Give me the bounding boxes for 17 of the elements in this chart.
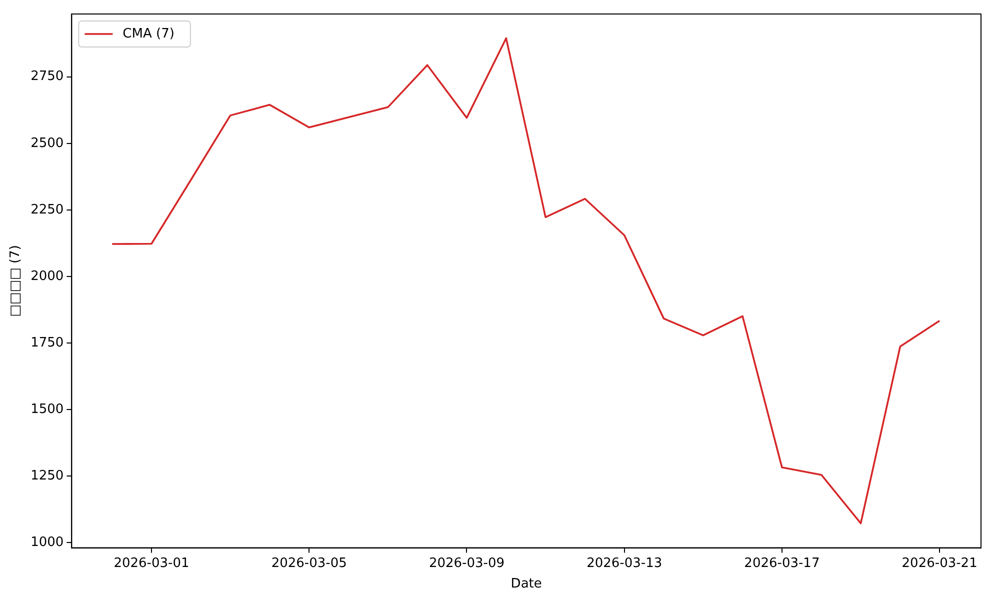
y-tick-label: 2250 xyxy=(30,202,64,218)
y-tick-label: 1750 xyxy=(30,335,64,350)
y-tick-label: 2500 xyxy=(30,136,64,151)
y-tick-label: 2750 xyxy=(30,69,64,84)
x-tick-label: 2026-03-17 xyxy=(744,556,820,571)
x-tick-label: 2026-03-13 xyxy=(586,556,662,571)
y-axis-title: □□□□ (7) xyxy=(8,245,24,317)
y-tick-label: 1500 xyxy=(30,402,64,417)
x-tick-label: 2026-03-01 xyxy=(114,556,190,571)
x-tick-label: 2026-03-09 xyxy=(428,556,505,571)
x-tick-label: 2026-03-21 xyxy=(902,556,978,571)
legend-label: CMA (7) xyxy=(122,26,174,42)
y-tick-label: 1250 xyxy=(30,468,64,484)
y-tick-label: 2000 xyxy=(30,268,64,284)
y-tick-label: 1000 xyxy=(30,535,64,550)
x-axis-title: Date xyxy=(510,576,542,592)
x-tick-label: 2026-03-05 xyxy=(271,556,347,571)
